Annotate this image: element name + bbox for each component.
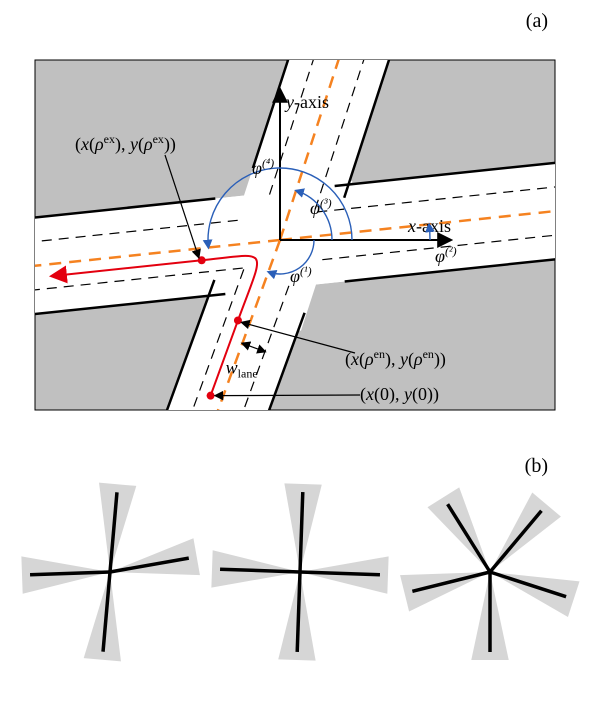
panel-a-svg: x-axisy-axis φ(¹)φ(²)φ(³)φ(⁴) (x(ρex), y… [15,35,575,435]
start-point-label: (x(0), y(0)) [360,384,439,405]
panel-b-svg [0,480,590,680]
intersection-schematic-0 [21,483,200,662]
panel-b-label: (b) [0,455,590,478]
intersection-schematic-1 [211,483,388,660]
panel-a-label: (a) [0,10,590,33]
figure-container: (a) x-axisy-axis φ(¹)φ(²)φ(³)φ(⁴) [0,0,590,680]
y-axis-label: y-axis [284,92,329,112]
intersection-schematic-2 [400,487,579,660]
